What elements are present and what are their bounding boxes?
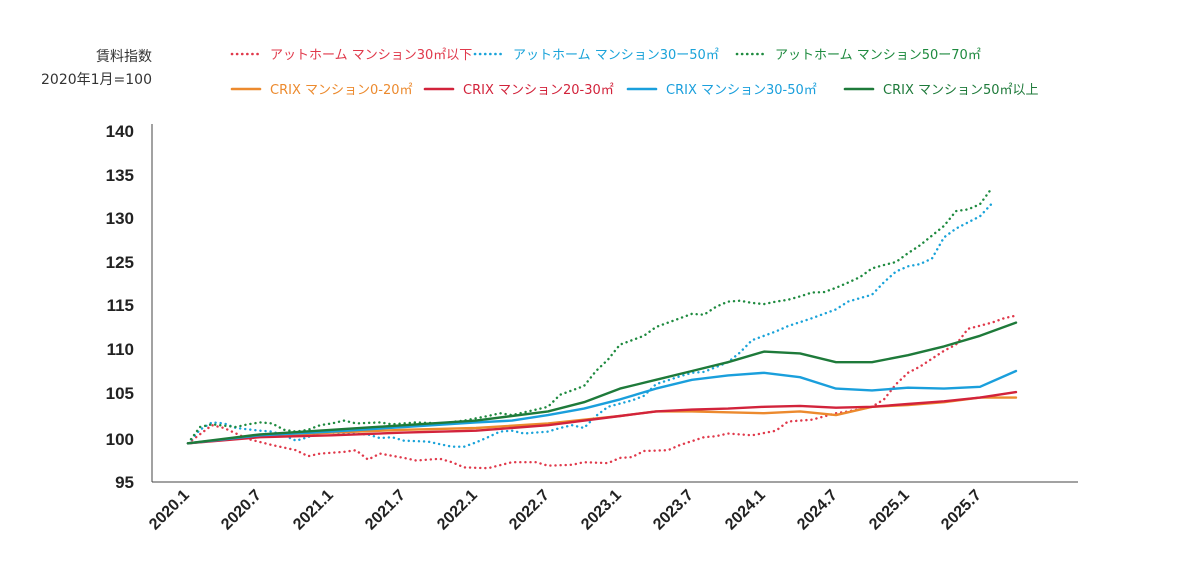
x-tick-label: 2020.7 bbox=[218, 487, 265, 534]
x-tick-label: 2022.7 bbox=[506, 487, 553, 534]
y-tick-label: 95 bbox=[115, 473, 134, 492]
x-tick-label: 2025.7 bbox=[938, 487, 985, 534]
x-tick-label: 2025.1 bbox=[866, 487, 913, 534]
y-axis-title: 賃料指数 bbox=[96, 49, 152, 65]
y-ticks: 95 100 105 110 115 125 130 135 140 bbox=[106, 122, 134, 492]
legend-label-7: CRIX マンション50㎡以上 bbox=[883, 83, 1039, 98]
x-tick-label: 2024.7 bbox=[794, 487, 841, 534]
x-tick-label: 2021.7 bbox=[362, 487, 409, 534]
y-tick-label: 110 bbox=[107, 340, 134, 359]
x-tick-label: 2023.7 bbox=[650, 487, 697, 534]
legend-label-6: CRIX マンション30-50㎡ bbox=[666, 83, 817, 98]
legend-label-4: CRIX マンション0-20㎡ bbox=[270, 83, 413, 98]
y-tick-label: 105 bbox=[106, 384, 134, 403]
series-group bbox=[186, 186, 1018, 470]
y-tick-label: 115 bbox=[107, 296, 134, 315]
x-tick-label: 2022.1 bbox=[434, 487, 481, 534]
y-tick-label: 125 bbox=[106, 253, 134, 272]
series-line-1 bbox=[186, 314, 1018, 470]
legend-label-2: アットホーム マンション30ー50㎡ bbox=[513, 48, 719, 63]
y-tick-label: 140 bbox=[106, 122, 134, 141]
y-axis-subtitle: 2020年1月=100 bbox=[41, 72, 152, 88]
x-tick-label: 2024.1 bbox=[722, 487, 769, 534]
series-line-7 bbox=[186, 321, 1018, 445]
y-tick-label: 130 bbox=[106, 209, 134, 228]
legend: アットホーム マンション30㎡以下 アットホーム マンション30ー50㎡ アットホー… bbox=[230, 48, 1039, 98]
series-line-2 bbox=[186, 202, 994, 448]
x-tick-label: 2023.1 bbox=[578, 487, 625, 534]
x-tick-label: 2020.1 bbox=[146, 487, 193, 534]
series-line-6 bbox=[186, 369, 1018, 445]
legend-label-5: CRIX マンション20-30㎡ bbox=[463, 83, 614, 98]
legend-label-1: アットホーム マンション30㎡以下 bbox=[270, 48, 472, 63]
y-tick-label: 100 bbox=[106, 430, 134, 449]
series-line-5 bbox=[186, 390, 1018, 445]
x-ticks: 2020.1 2020.7 2021.1 2021.7 2022.1 2022.7 2023… bbox=[146, 487, 985, 534]
x-tick-label: 2021.1 bbox=[290, 487, 337, 534]
legend-label-3: アットホーム マンション50ー70㎡ bbox=[775, 48, 981, 63]
series-line-3 bbox=[186, 186, 994, 445]
y-tick-label: 135 bbox=[106, 166, 134, 185]
